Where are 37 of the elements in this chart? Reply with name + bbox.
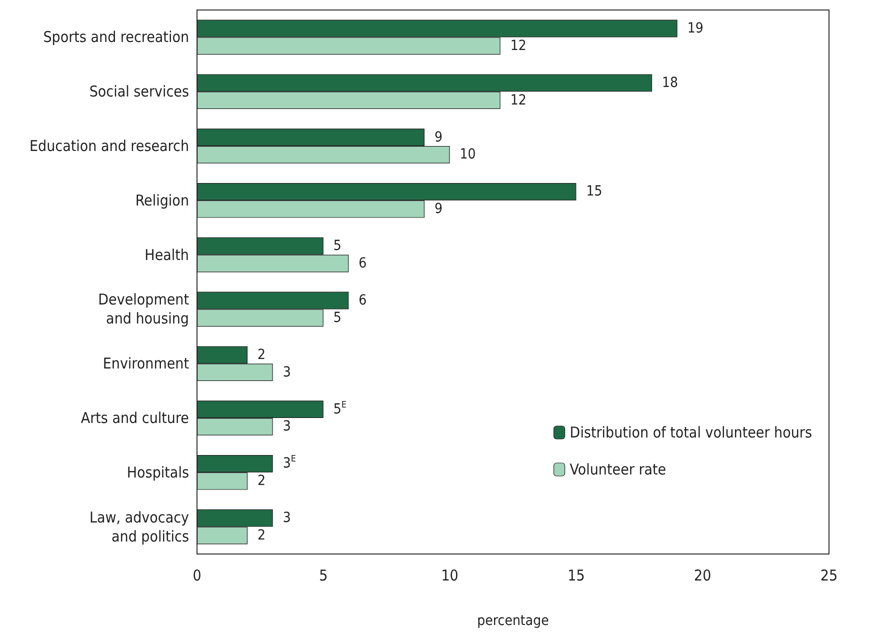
data-label: 3 <box>282 364 291 380</box>
y-tick-label: Law, advocacy and politics <box>89 508 190 546</box>
x-tick-label: 5 <box>319 566 328 584</box>
data-label: 3 <box>282 418 291 435</box>
data-label: 9 <box>434 129 443 146</box>
y-tick-label: Hospitals <box>126 463 189 482</box>
data-label: 2 <box>258 473 266 490</box>
data-label: 6 <box>358 292 367 308</box>
data-label: 10 <box>460 146 476 163</box>
data-label: 12 <box>510 92 526 108</box>
data-label: 3 <box>282 510 291 526</box>
legend-label: Volunteer rate <box>570 460 666 478</box>
x-tick-label: 10 <box>441 566 458 584</box>
data-label: 6 <box>358 256 367 272</box>
x-tick-label: 25 <box>820 566 838 584</box>
y-tick-label: Sports and recreation <box>43 28 189 46</box>
data-label: 12 <box>510 38 526 54</box>
x-tick-label: 0 <box>192 566 202 584</box>
y-tick-label: Health <box>144 246 189 264</box>
x-axis-title: percentage <box>477 613 550 629</box>
y-tick-label: Social services <box>89 82 189 101</box>
data-label: 2 <box>258 346 266 363</box>
x-tick-label: 20 <box>694 566 712 584</box>
y-tick-label: Development and housing <box>98 290 189 328</box>
y-tick-label: Education and research <box>30 137 189 155</box>
data-label: 2 <box>258 528 266 544</box>
data-label: 5 <box>333 310 342 326</box>
data-label: 5 <box>333 238 342 254</box>
y-tick-label: Environment <box>102 354 189 373</box>
y-tick-label: Arts and culture <box>80 409 189 427</box>
y-tick-label: Religion <box>135 191 189 210</box>
data-label: 15 <box>586 184 602 200</box>
data-label: 19 <box>687 20 704 36</box>
data-label: 9 <box>434 201 443 218</box>
data-label: 18 <box>662 74 678 91</box>
x-tick-label: 15 <box>568 566 585 584</box>
legend-label: Distribution of total volunteer hours <box>570 424 812 442</box>
